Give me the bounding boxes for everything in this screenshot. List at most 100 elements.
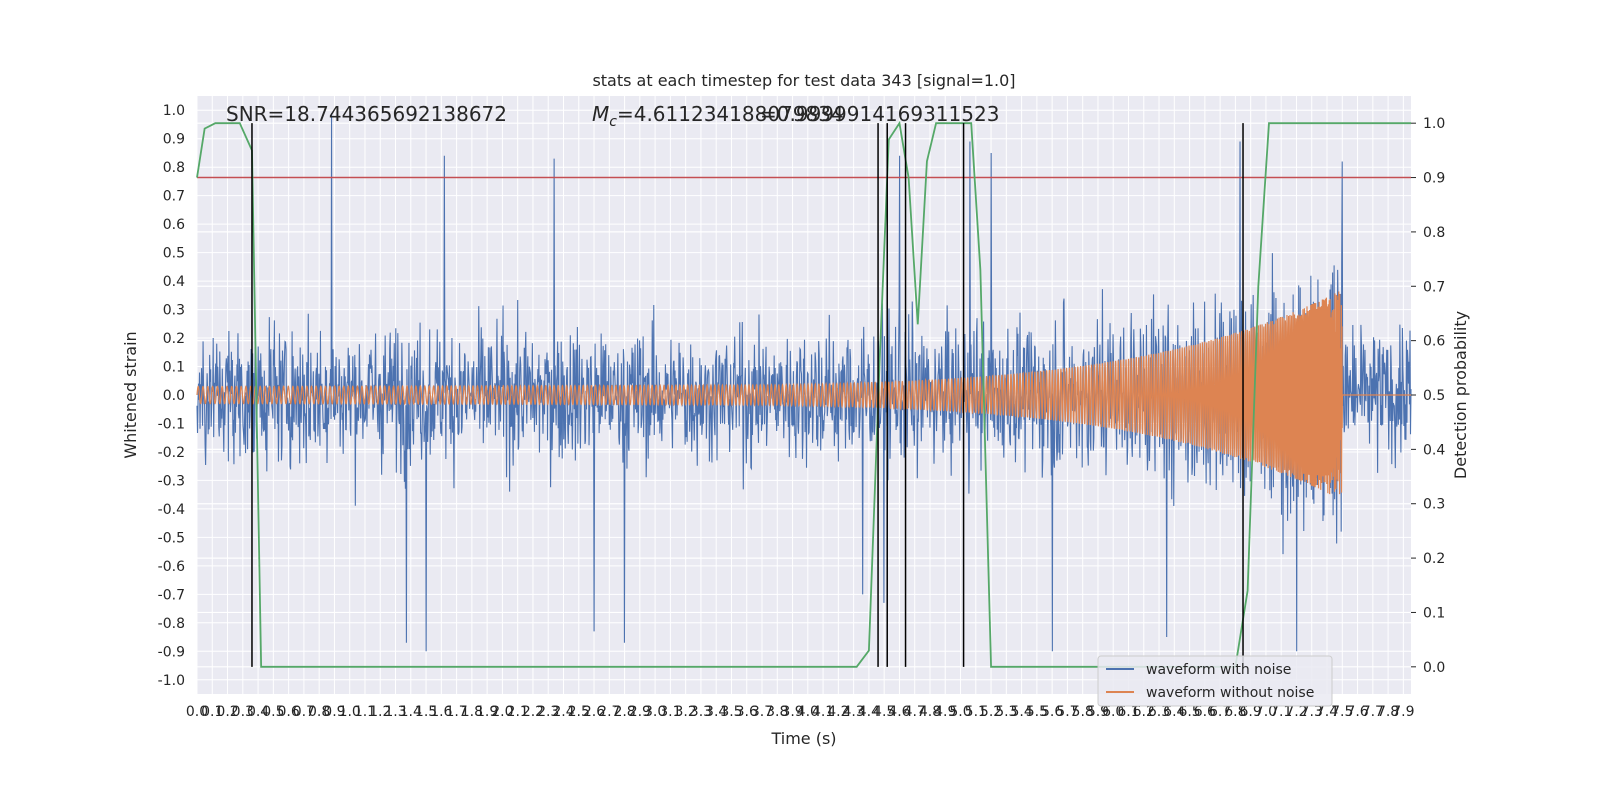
x-tick-label: 6.7 <box>1209 704 1231 720</box>
x-tick-label: 7.0 <box>1255 704 1277 720</box>
x-tick-label: 6.4 <box>1163 704 1185 720</box>
x-tick-label: 7.6 <box>1346 704 1368 720</box>
x-tick-label: 1.0 <box>339 704 361 720</box>
y-tick-label-left: 1.0 <box>163 103 185 119</box>
x-tick-label: 4.8 <box>919 704 941 720</box>
x-tick-label: 4.7 <box>904 704 926 720</box>
y-tick-label-right: 0.2 <box>1423 551 1445 567</box>
x-tick-label: 1.5 <box>415 704 437 720</box>
axis-ticks: -1.0 -0.9 -0.8 -0.7 -0.6 -0.5 -0.4 -0.3 -0.2 -0.1… <box>158 103 1446 720</box>
y-tick-label-left: 0.6 <box>163 217 185 233</box>
x-tick-label: 0.0 <box>186 704 208 720</box>
x-tick-label: 3.2 <box>675 704 697 720</box>
y-tick-label-left: 0.2 <box>163 331 185 347</box>
x-tick-label: 3.9 <box>781 704 803 720</box>
x-tick-label: 2.8 <box>613 704 635 720</box>
x-tick-label: 4.9 <box>934 704 956 720</box>
y-tick-label-left: -0.9 <box>158 644 185 660</box>
x-tick-label: 7.2 <box>1285 704 1307 720</box>
x-tick-label: 7.9 <box>1392 704 1414 720</box>
y-tick-label-right: 0.4 <box>1423 442 1445 458</box>
x-tick-label: 6.5 <box>1178 704 1200 720</box>
x-tick-label: 6.9 <box>1240 704 1262 720</box>
x-tick-label: 2.5 <box>568 704 590 720</box>
y-tick-label-left: -0.4 <box>158 502 185 518</box>
y-tick-label-right: 0.7 <box>1423 279 1445 295</box>
y-axis-label-left: Whitened strain <box>121 331 140 458</box>
x-tick-label: 0.5 <box>262 704 284 720</box>
x-tick-label: 3.1 <box>659 704 681 720</box>
x-tick-label: 1.1 <box>354 704 376 720</box>
x-tick-label: 5.3 <box>995 704 1017 720</box>
x-tick-label: 6.2 <box>1133 704 1155 720</box>
x-tick-label: 5.1 <box>965 704 987 720</box>
x-tick-label: 7.4 <box>1316 704 1338 720</box>
y-tick-label-right: 0.0 <box>1423 660 1445 676</box>
y-tick-label-left: 0.7 <box>163 189 185 205</box>
x-tick-label: 0.4 <box>247 704 269 720</box>
y-tick-label-right: 1.0 <box>1423 116 1445 132</box>
legend-label-noise: waveform with noise <box>1146 662 1291 678</box>
x-tick-label: 5.8 <box>1072 704 1094 720</box>
y-tick-label-right: 0.5 <box>1423 388 1445 404</box>
x-tick-label: 5.2 <box>980 704 1002 720</box>
x-tick-label: 1.4 <box>400 704 422 720</box>
x-tick-label: 4.0 <box>797 704 819 720</box>
x-tick-label: 1.8 <box>461 704 483 720</box>
y-tick-label-left: -0.5 <box>158 530 185 546</box>
legend-box <box>1097 655 1333 707</box>
x-tick-label: 5.4 <box>1010 704 1032 720</box>
x-tick-label: 0.3 <box>232 704 254 720</box>
x-tick-label: 4.4 <box>858 704 880 720</box>
x-tick-label: 5.5 <box>1026 704 1048 720</box>
y-tick-label-left: -1.0 <box>158 673 185 689</box>
x-tick-label: 6.0 <box>1102 704 1124 720</box>
y-tick-label-left: 0.9 <box>163 132 185 148</box>
x-tick-label: 4.3 <box>842 704 864 720</box>
x-tick-label: 1.6 <box>430 704 452 720</box>
x-tick-label: 5.9 <box>1087 704 1109 720</box>
x-tick-label: 0.9 <box>323 704 345 720</box>
x-tick-label: 3.4 <box>705 704 727 720</box>
x-tick-label: 2.7 <box>598 704 620 720</box>
probability-annotation: =0.9999914169311523 <box>760 102 999 126</box>
y-tick-label-left: -0.8 <box>158 616 185 632</box>
x-tick-label: 1.2 <box>369 704 391 720</box>
x-tick-label: 2.2 <box>522 704 544 720</box>
y-tick-label-left: 0.4 <box>163 274 185 290</box>
x-tick-label: 2.0 <box>491 704 513 720</box>
x-tick-label: 2.9 <box>629 704 651 720</box>
x-tick-label: 4.1 <box>812 704 834 720</box>
x-tick-label: 7.8 <box>1377 704 1399 720</box>
x-tick-label: 1.3 <box>384 704 406 720</box>
x-tick-label: 6.3 <box>1148 704 1170 720</box>
y-tick-label-left: -0.6 <box>158 559 185 575</box>
chirp-mass-annotation: Mc=4.611234188079834 <box>592 102 844 130</box>
x-tick-label: 6.1 <box>1117 704 1139 720</box>
x-tick-label: 1.9 <box>476 704 498 720</box>
x-tick-label: 2.3 <box>537 704 559 720</box>
chart-title: stats at each timestep for test data 343… <box>592 71 1015 90</box>
y-tick-label-left: -0.7 <box>158 587 185 603</box>
y-tick-label-left: 0.1 <box>163 360 185 376</box>
x-tick-label: 1.7 <box>445 704 467 720</box>
x-tick-label: 3.5 <box>720 704 742 720</box>
x-tick-label: 2.4 <box>552 704 574 720</box>
x-tick-label: 7.7 <box>1362 704 1384 720</box>
x-tick-label: 5.6 <box>1041 704 1063 720</box>
legend-label-clean: waveform without noise <box>1146 685 1314 701</box>
snr-annotation: SNR=18.744365692138672 <box>226 102 507 126</box>
x-tick-label: 4.6 <box>888 704 910 720</box>
y-axis-label-right: Detection probability <box>1451 311 1470 479</box>
x-tick-label: 0.1 <box>201 704 223 720</box>
y-tick-label-left: 0.3 <box>163 303 185 319</box>
x-tick-label: 2.6 <box>583 704 605 720</box>
y-tick-label-right: 0.6 <box>1423 334 1445 350</box>
x-tick-label: 5.0 <box>949 704 971 720</box>
x-tick-label: 0.2 <box>216 704 238 720</box>
x-tick-label: 6.6 <box>1194 704 1216 720</box>
x-tick-label: 3.7 <box>751 704 773 720</box>
x-tick-label: 3.0 <box>644 704 666 720</box>
x-tick-label: 0.8 <box>308 704 330 720</box>
y-tick-label-left: 0.5 <box>163 246 185 262</box>
